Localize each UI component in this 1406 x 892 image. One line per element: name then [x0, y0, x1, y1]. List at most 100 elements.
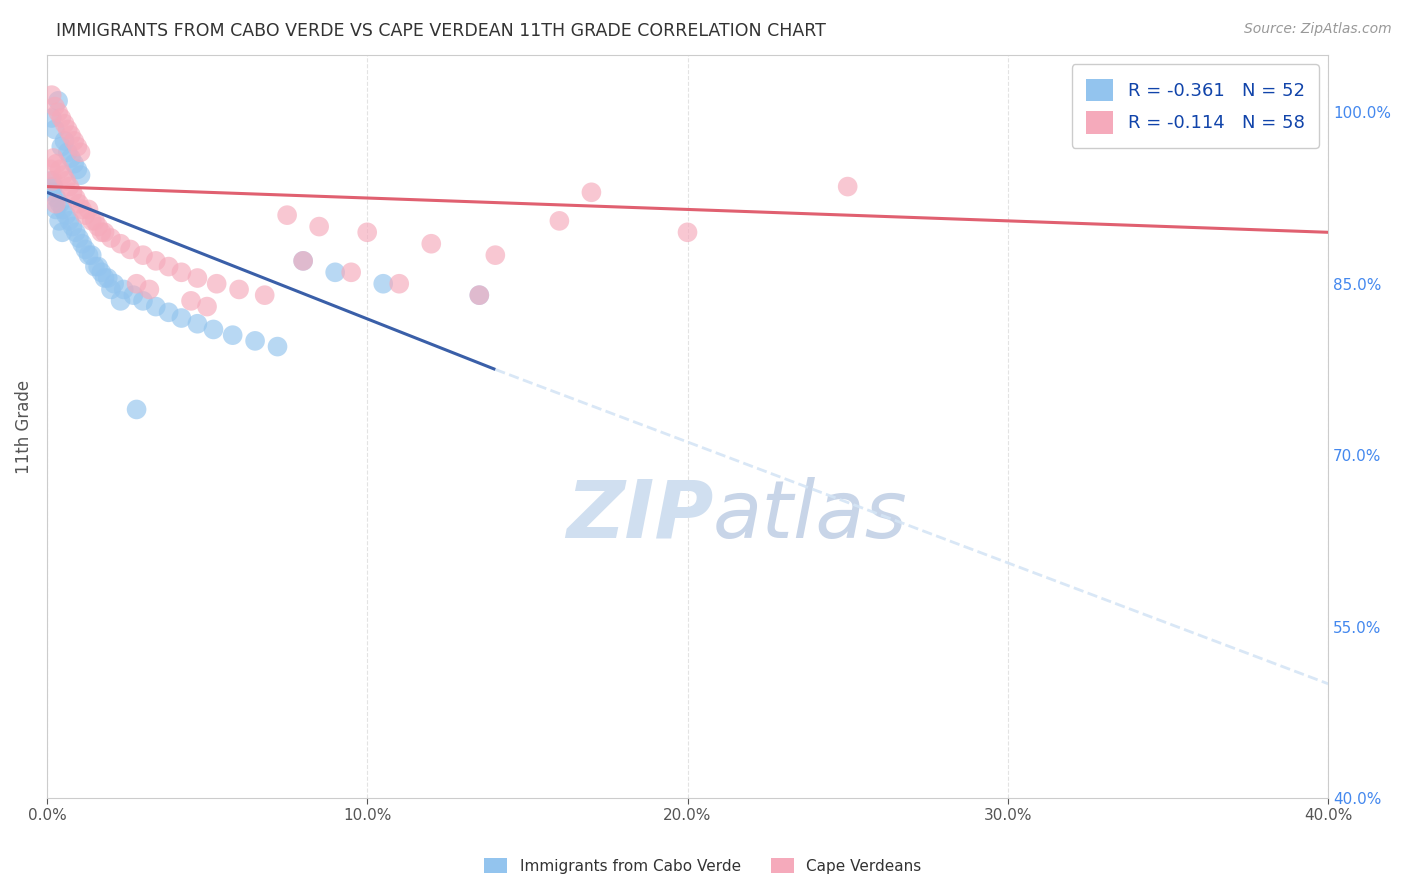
Point	[228, 282, 250, 296]
Point	[253, 288, 276, 302]
Point	[195, 300, 218, 314]
Point	[170, 311, 193, 326]
Point	[48, 196, 70, 211]
Point	[48, 162, 70, 177]
Point	[51, 139, 73, 153]
Point	[186, 271, 208, 285]
Point	[138, 282, 160, 296]
Point	[468, 288, 491, 302]
Point	[44, 122, 66, 136]
Point	[51, 225, 73, 239]
Point	[100, 231, 122, 245]
Point	[45, 202, 67, 217]
Point	[205, 277, 228, 291]
Point	[63, 157, 86, 171]
Point	[468, 288, 491, 302]
Point	[170, 265, 193, 279]
Point	[41, 174, 63, 188]
Point	[55, 174, 77, 188]
Point	[356, 225, 378, 239]
Point	[420, 236, 443, 251]
Point	[276, 208, 298, 222]
Point	[59, 128, 82, 143]
Point	[77, 248, 100, 262]
Point	[62, 219, 84, 234]
Point	[41, 111, 63, 125]
Point	[202, 322, 225, 336]
Point	[548, 214, 571, 228]
Point	[122, 288, 145, 302]
Point	[308, 219, 330, 234]
Point	[52, 168, 75, 182]
Point	[55, 208, 77, 222]
Point	[58, 214, 80, 228]
Point	[132, 293, 155, 308]
Point	[69, 168, 91, 182]
Legend: R = -0.361   N = 52, R = -0.114   N = 58: R = -0.361 N = 52, R = -0.114 N = 58	[1071, 64, 1319, 148]
Point	[52, 202, 75, 217]
Point	[80, 214, 103, 228]
Point	[180, 293, 202, 308]
Point	[676, 225, 699, 239]
Point	[62, 186, 84, 200]
Point	[93, 225, 115, 239]
Point	[484, 248, 506, 262]
Point	[63, 134, 86, 148]
Legend: Immigrants from Cabo Verde, Cape Verdeans: Immigrants from Cabo Verde, Cape Verdean…	[478, 852, 928, 880]
Point	[87, 260, 110, 274]
Point	[59, 151, 82, 165]
Point	[97, 271, 120, 285]
Point	[837, 179, 859, 194]
Point	[45, 196, 67, 211]
Point	[46, 94, 69, 108]
Point	[65, 225, 87, 239]
Point	[292, 253, 315, 268]
Point	[69, 145, 91, 160]
Point	[66, 139, 89, 153]
Point	[45, 157, 67, 171]
Text: Source: ZipAtlas.com: Source: ZipAtlas.com	[1244, 22, 1392, 37]
Text: atlas: atlas	[713, 476, 908, 555]
Point	[44, 99, 66, 113]
Point	[112, 282, 135, 296]
Point	[53, 134, 76, 148]
Point	[93, 271, 115, 285]
Point	[48, 214, 70, 228]
Point	[243, 334, 266, 348]
Point	[100, 282, 122, 296]
Point	[41, 186, 63, 200]
Point	[373, 277, 395, 291]
Point	[388, 277, 411, 291]
Point	[53, 117, 76, 131]
Point	[125, 402, 148, 417]
Text: ZIP: ZIP	[565, 476, 713, 555]
Y-axis label: 11th Grade: 11th Grade	[15, 379, 32, 474]
Point	[67, 231, 90, 245]
Point	[87, 219, 110, 234]
Point	[39, 162, 62, 177]
Point	[67, 196, 90, 211]
Point	[77, 202, 100, 217]
Point	[145, 253, 167, 268]
Point	[110, 236, 132, 251]
Point	[132, 248, 155, 262]
Point	[340, 265, 363, 279]
Point	[42, 151, 65, 165]
Point	[42, 179, 65, 194]
Point	[39, 174, 62, 188]
Point	[75, 243, 97, 257]
Point	[581, 186, 603, 200]
Point	[125, 277, 148, 291]
Point	[80, 248, 103, 262]
Point	[145, 300, 167, 314]
Point	[266, 340, 288, 354]
Point	[56, 145, 79, 160]
Point	[70, 236, 93, 251]
Point	[45, 191, 67, 205]
Point	[56, 122, 79, 136]
Point	[41, 88, 63, 103]
Point	[110, 293, 132, 308]
Point	[120, 243, 142, 257]
Point	[51, 111, 73, 125]
Point	[221, 328, 243, 343]
